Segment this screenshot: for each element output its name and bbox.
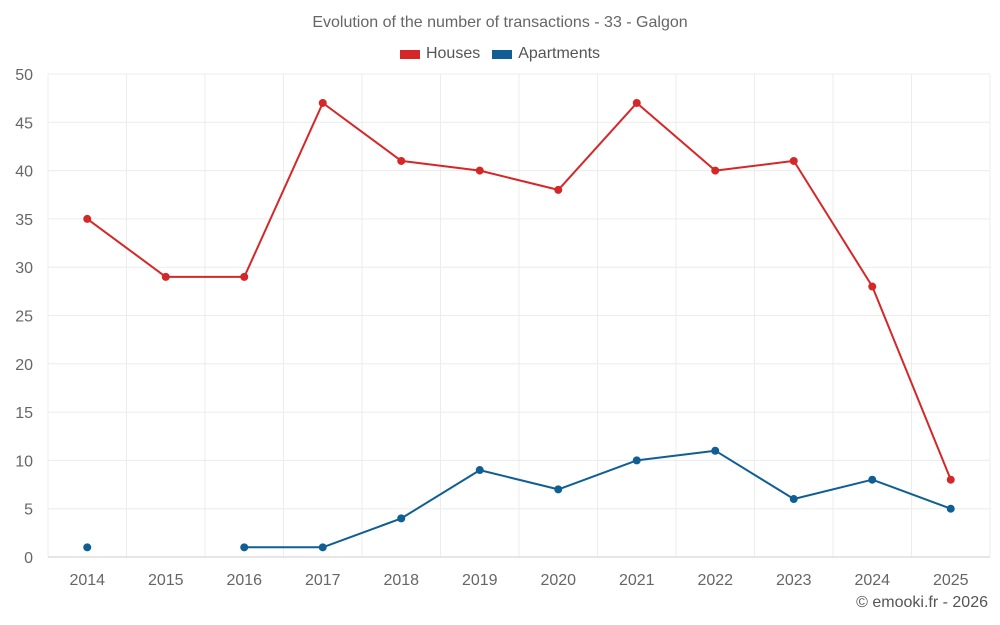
data-point-houses-2021[interactable] <box>632 98 641 107</box>
data-point-houses-2018[interactable] <box>397 156 406 165</box>
data-point-houses-2016[interactable] <box>240 272 249 281</box>
chart-title: Evolution of the number of transactions … <box>312 14 688 31</box>
x-tick-label: 2017 <box>305 572 341 589</box>
credit-text: © emooki.fr - 2026 <box>856 594 988 611</box>
data-point-apartments-2021[interactable] <box>632 456 641 465</box>
y-tick-label: 35 <box>15 212 33 229</box>
series-line-apartments <box>244 449 952 549</box>
x-tick-label: 2019 <box>462 572 498 589</box>
x-tick-label: 2020 <box>540 572 576 589</box>
legend-swatch-apartments <box>492 49 513 59</box>
data-point-apartments-2014[interactable] <box>83 543 92 552</box>
legend: Houses Apartments <box>0 45 1000 63</box>
legend-label-apartments: Apartments <box>518 45 601 62</box>
data-point-houses-2022[interactable] <box>711 166 720 175</box>
y-tick-label: 5 <box>24 502 33 519</box>
legend-item-houses[interactable]: Houses <box>399 45 481 63</box>
y-tick-label: 45 <box>15 115 33 132</box>
y-tick-label: 25 <box>15 309 33 326</box>
x-tick-label: 2024 <box>854 572 890 589</box>
x-tick-label: 2025 <box>933 572 969 589</box>
data-point-houses-2017[interactable] <box>318 98 327 107</box>
x-tick-label: 2015 <box>148 572 184 589</box>
legend-swatch-houses <box>399 49 420 59</box>
y-tick-label: 40 <box>15 164 33 181</box>
data-point-houses-2023[interactable] <box>789 156 798 165</box>
data-point-houses-2015[interactable] <box>161 272 170 281</box>
data-point-apartments-2023[interactable] <box>789 495 798 504</box>
data-point-apartments-2022[interactable] <box>711 446 720 455</box>
x-tick-label: 2022 <box>697 572 733 589</box>
y-tick-label: 0 <box>24 550 33 567</box>
data-point-houses-2024[interactable] <box>868 282 877 291</box>
data-point-apartments-2025[interactable] <box>946 504 955 513</box>
x-tick-label: 2023 <box>776 572 812 589</box>
legend-label-houses: Houses <box>425 45 481 62</box>
data-point-houses-2014[interactable] <box>83 214 92 223</box>
x-tick-label: 2018 <box>383 572 419 589</box>
y-tick-label: 15 <box>15 405 33 422</box>
data-point-apartments-2020[interactable] <box>554 485 563 494</box>
y-tick-label: 10 <box>15 453 33 470</box>
data-point-apartments-2018[interactable] <box>397 514 406 523</box>
data-point-houses-2020[interactable] <box>554 185 563 194</box>
data-point-apartments-2024[interactable] <box>868 475 877 484</box>
y-tick-label: 20 <box>15 357 33 374</box>
data-point-apartments-2016[interactable] <box>240 543 249 552</box>
x-tick-label: 2016 <box>226 572 262 589</box>
y-tick-label: 30 <box>15 260 33 277</box>
data-point-houses-2025[interactable] <box>946 475 955 484</box>
x-tick-label: 2021 <box>619 572 655 589</box>
x-tick-label: 2014 <box>69 572 105 589</box>
y-tick-label: 50 <box>15 67 33 84</box>
series-line-houses <box>86 102 952 481</box>
data-point-houses-2019[interactable] <box>475 166 484 175</box>
data-point-apartments-2019[interactable] <box>475 466 484 475</box>
data-point-apartments-2017[interactable] <box>318 543 327 552</box>
legend-item-apartments[interactable]: Apartments <box>492 45 600 63</box>
